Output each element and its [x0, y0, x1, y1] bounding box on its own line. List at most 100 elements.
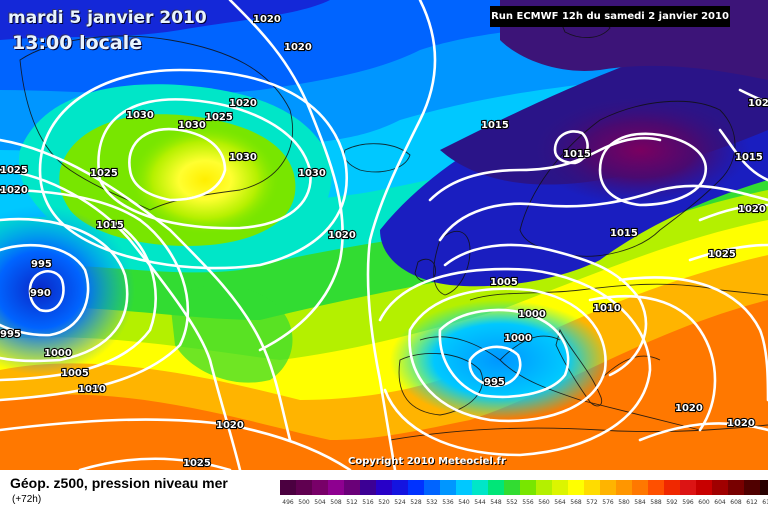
isobar-1015-atl	[366, 0, 437, 470]
isobar-label: 1000	[518, 309, 546, 320]
legend-value: 564	[554, 499, 566, 506]
isobar-label: 1020	[0, 185, 28, 196]
legend-swatch	[312, 480, 328, 495]
isobar-label: 1000	[44, 348, 72, 359]
color-scale	[280, 480, 768, 495]
legend-swatch	[584, 480, 600, 495]
legend-value: 592	[666, 499, 678, 506]
isobar-label: 1020	[328, 230, 356, 241]
iberia-coast	[398, 352, 484, 416]
legend-value: 512	[346, 499, 358, 506]
isobar-label: 995	[0, 329, 21, 340]
isobar-1015-europe	[428, 136, 662, 202]
atlantic-tongue-green	[170, 285, 293, 383]
legend-swatch	[696, 480, 712, 495]
isobar-label: 1030	[229, 152, 257, 163]
legend-swatch	[504, 480, 520, 495]
isobar-label: 1015	[610, 228, 638, 239]
isobar-label: 1020	[229, 98, 257, 109]
isobar-label: 1010	[78, 384, 106, 395]
isobar-label: 995	[31, 259, 52, 270]
isobar-label: 1025	[0, 165, 28, 176]
isobar-label: 1025	[708, 249, 736, 260]
legend-swatch	[344, 480, 360, 495]
isobar-1015-med	[588, 294, 717, 432]
isobar-1005-med	[408, 287, 607, 423]
isobar-1005-europe	[443, 243, 648, 377]
isobar-1020-sw	[0, 418, 352, 470]
isobar-label: 1025	[205, 112, 233, 123]
legend-swatch	[360, 480, 376, 495]
legend-value: 568	[570, 499, 582, 506]
legend-value: 556	[522, 499, 534, 506]
legend-swatch	[296, 480, 312, 495]
isobar-995-med	[468, 345, 522, 388]
legend-value: 504	[314, 499, 326, 506]
isobar-label: 1015	[481, 120, 509, 131]
isobar-1030-inner	[128, 127, 227, 202]
legend-value: 536	[442, 499, 454, 506]
isobar-label: 995	[484, 377, 505, 388]
isobar-label: 1020	[253, 14, 281, 25]
isobar-1020-east	[698, 203, 768, 222]
lead-time: (+72h)	[12, 494, 42, 505]
legend-swatch	[408, 480, 424, 495]
isobar-label: 1010	[593, 303, 621, 314]
legend-swatch	[536, 480, 552, 495]
legend-value: 540	[458, 499, 470, 506]
africa-coast	[389, 424, 768, 441]
isobar-1005	[0, 218, 158, 382]
legend-value: 544	[474, 499, 486, 506]
legend-value: 500	[298, 499, 310, 506]
legend-swatch	[440, 480, 456, 495]
isobar-1010-europe	[438, 184, 768, 242]
color-scale-labels: 496 500 504 508 512 516 520 524 528 532 536 540 544 5…	[280, 499, 768, 506]
legend-swatch	[648, 480, 664, 495]
continental-coast	[419, 283, 768, 431]
forecast-map: 1020 1020 1020 1030 1025 1030 1030 1025 …	[0, 0, 768, 470]
isobar-label: 1020	[727, 418, 755, 429]
isobars	[0, 0, 768, 470]
band-deep-blue	[0, 0, 330, 40]
isobar-labels: 1020 1020 1020 1030 1025 1030 1030 1025 …	[0, 13, 768, 470]
scandinavian-low-core	[530, 95, 750, 205]
isobar-label: 1020	[216, 420, 244, 431]
isobar-label: 1030	[298, 168, 326, 179]
legend-value: 496	[282, 499, 294, 506]
isobar-label: 1030	[126, 110, 154, 121]
legend-value: 548	[490, 499, 502, 506]
isobar-1020-ne	[738, 88, 768, 104]
legend-value: 596	[682, 499, 694, 506]
legend-swatch	[760, 480, 768, 495]
legend-bar: Géop. z500, pression niveau mer (+72h) 4…	[0, 470, 768, 512]
isobar-1020-se	[638, 422, 768, 442]
isobar-1015-west	[0, 168, 242, 470]
legend-swatch	[712, 480, 728, 495]
legend-value: 520	[378, 499, 390, 506]
legend-value: 616	[762, 499, 768, 506]
legend-swatch	[392, 480, 408, 495]
legend-swatch	[376, 480, 392, 495]
scandinavia-coast	[519, 100, 736, 257]
legend-value: 600	[698, 499, 710, 506]
isobar-label: 1020	[675, 403, 703, 414]
legend-swatch	[520, 480, 536, 495]
legend-value: 588	[650, 499, 662, 506]
isobar-990	[28, 270, 65, 313]
legend-swatch	[488, 480, 504, 495]
isobar-label: 1005	[490, 277, 518, 288]
greenland-high-core	[130, 125, 280, 235]
isobar-1015-east	[718, 128, 768, 182]
legend-value: 508	[330, 499, 342, 506]
legend-value: 552	[506, 499, 518, 506]
legend-value: 516	[362, 499, 374, 506]
isobar-1030	[97, 98, 312, 230]
legend-swatch	[616, 480, 632, 495]
isobar-1020-north	[228, 0, 344, 352]
valid-time: 13:00 locale	[12, 32, 143, 54]
iceland-coast	[343, 143, 411, 173]
isobar-label: 1025	[183, 458, 211, 469]
run-info: Run ECMWF 12h du samedi 2 janvier 2010	[490, 6, 730, 27]
isobar-995	[0, 243, 90, 337]
